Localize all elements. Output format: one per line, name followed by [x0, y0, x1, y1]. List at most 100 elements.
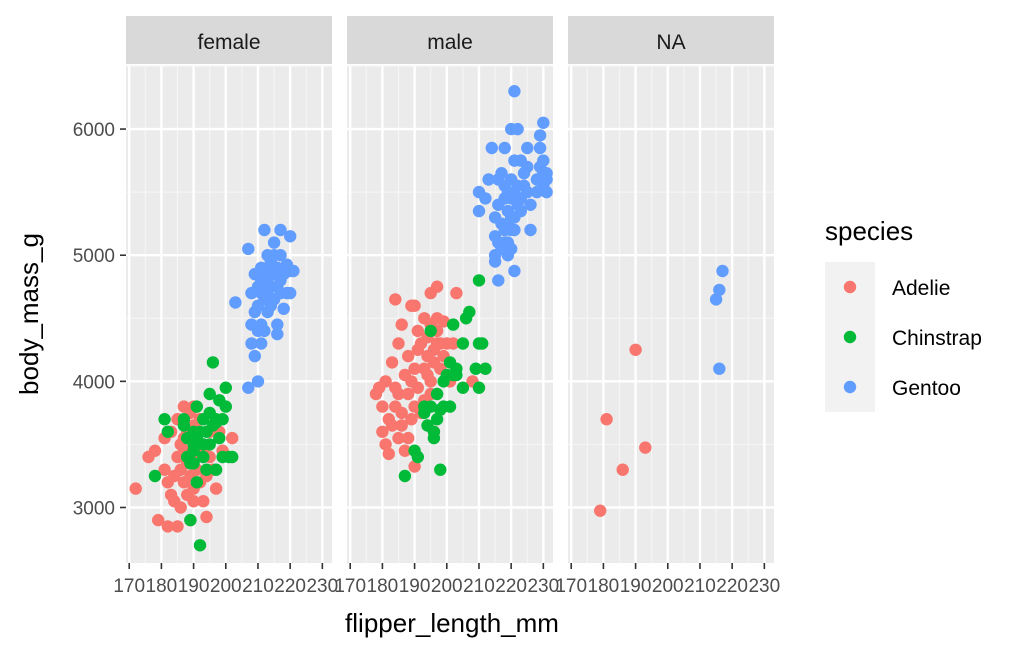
- data-point: [148, 444, 162, 457]
- data-point: [402, 431, 415, 445]
- x-tick-label: 190: [620, 576, 652, 597]
- data-point: [284, 286, 297, 300]
- data-point: [184, 513, 197, 527]
- data-point: [376, 400, 389, 413]
- y-axis-title: body_mass_g: [14, 233, 44, 395]
- facet-panel-male: male 170 180 190 200 210 220 230: [334, 16, 559, 597]
- data-point: [148, 469, 162, 483]
- data-point: [209, 463, 223, 476]
- series-gentoo: [229, 223, 300, 394]
- data-point: [161, 425, 174, 438]
- legend-key-dot: [843, 380, 857, 394]
- data-point: [389, 293, 402, 306]
- legend-entry-chinstrap: Chinstrap: [843, 327, 982, 350]
- data-point: [492, 274, 505, 287]
- x-tick-label: 190: [399, 576, 431, 597]
- data-point: [219, 381, 232, 394]
- data-point: [395, 406, 408, 420]
- data-point: [392, 337, 405, 350]
- data-point: [472, 204, 486, 218]
- data-point: [408, 299, 421, 312]
- x-tick-label: 200: [431, 576, 463, 597]
- x-axis-title: flipper_length_mm: [345, 608, 559, 638]
- data-point: [463, 305, 476, 319]
- data-point: [709, 293, 723, 306]
- data-point: [398, 469, 412, 483]
- facet-strip: [347, 16, 553, 64]
- data-point: [540, 173, 553, 186]
- data-point: [158, 463, 171, 476]
- legend-key-dot: [843, 280, 857, 294]
- data-point: [190, 400, 203, 413]
- panel-background: [568, 66, 774, 563]
- data-point: [187, 457, 200, 470]
- data-point: [430, 387, 444, 401]
- x-tick-label: 210: [684, 576, 716, 597]
- series-gentoo: [472, 85, 553, 287]
- data-point: [472, 381, 486, 394]
- x-tick-label: 170: [334, 576, 366, 597]
- data-point: [521, 185, 534, 199]
- data-point: [284, 230, 297, 243]
- y-tick-label: 4000: [73, 372, 115, 393]
- data-point: [629, 343, 642, 356]
- data-point: [274, 223, 287, 237]
- data-point: [430, 413, 444, 426]
- data-point: [411, 381, 424, 394]
- data-point: [476, 337, 489, 350]
- facet-strip-label: NA: [656, 31, 685, 54]
- legend-title: species: [825, 216, 913, 246]
- data-point: [193, 539, 207, 552]
- data-point: [511, 122, 524, 136]
- y-tick-label: 5000: [73, 246, 115, 267]
- data-point: [271, 318, 284, 331]
- data-point: [411, 450, 424, 464]
- data-point: [508, 223, 521, 237]
- legend-entries: Adelie Chinstrap Gentoo: [843, 277, 982, 400]
- x-tick-label: 180: [367, 576, 399, 597]
- legend-entry-adelie: Adelie: [843, 277, 950, 300]
- data-point: [408, 362, 421, 375]
- y-tick-label: 6000: [73, 120, 115, 141]
- data-point: [287, 264, 300, 278]
- data-point: [197, 450, 210, 464]
- facet-strip-label: male: [427, 31, 473, 54]
- data-point: [197, 495, 210, 508]
- data-point: [385, 419, 399, 432]
- x-tick-label: 200: [210, 576, 242, 597]
- data-point: [226, 450, 239, 464]
- data-point: [716, 264, 729, 278]
- facet-panel-na: NA 170 180 190 200 210 220 230: [555, 16, 780, 597]
- data-point: [524, 198, 537, 211]
- data-point: [392, 431, 405, 445]
- data-point: [450, 286, 463, 300]
- panel-background: [347, 66, 553, 563]
- data-point: [158, 413, 171, 426]
- data-point: [187, 444, 200, 457]
- legend: species Adelie Chinstrap Gentoo: [825, 216, 982, 412]
- data-point: [408, 460, 421, 473]
- data-point: [200, 510, 213, 524]
- data-point: [171, 520, 184, 533]
- data-point: [248, 349, 261, 363]
- data-point: [533, 129, 547, 142]
- data-point: [537, 116, 550, 129]
- data-point: [251, 375, 265, 388]
- data-point: [600, 413, 613, 426]
- x-tick-label: 220: [495, 576, 527, 597]
- x-tick-label: 190: [178, 576, 210, 597]
- data-point: [226, 431, 239, 445]
- data-point: [437, 315, 450, 328]
- data-point: [379, 375, 392, 388]
- x-tick-label: 170: [113, 576, 145, 597]
- x-tick-label: 210: [242, 576, 274, 597]
- data-point: [200, 463, 213, 476]
- data-point: [498, 223, 511, 237]
- data-point: [277, 302, 290, 315]
- data-point: [219, 400, 232, 413]
- legend-entry-label: Gentoo: [892, 377, 961, 400]
- data-point: [424, 375, 437, 388]
- data-point: [472, 274, 486, 287]
- facet-strip: [126, 16, 332, 64]
